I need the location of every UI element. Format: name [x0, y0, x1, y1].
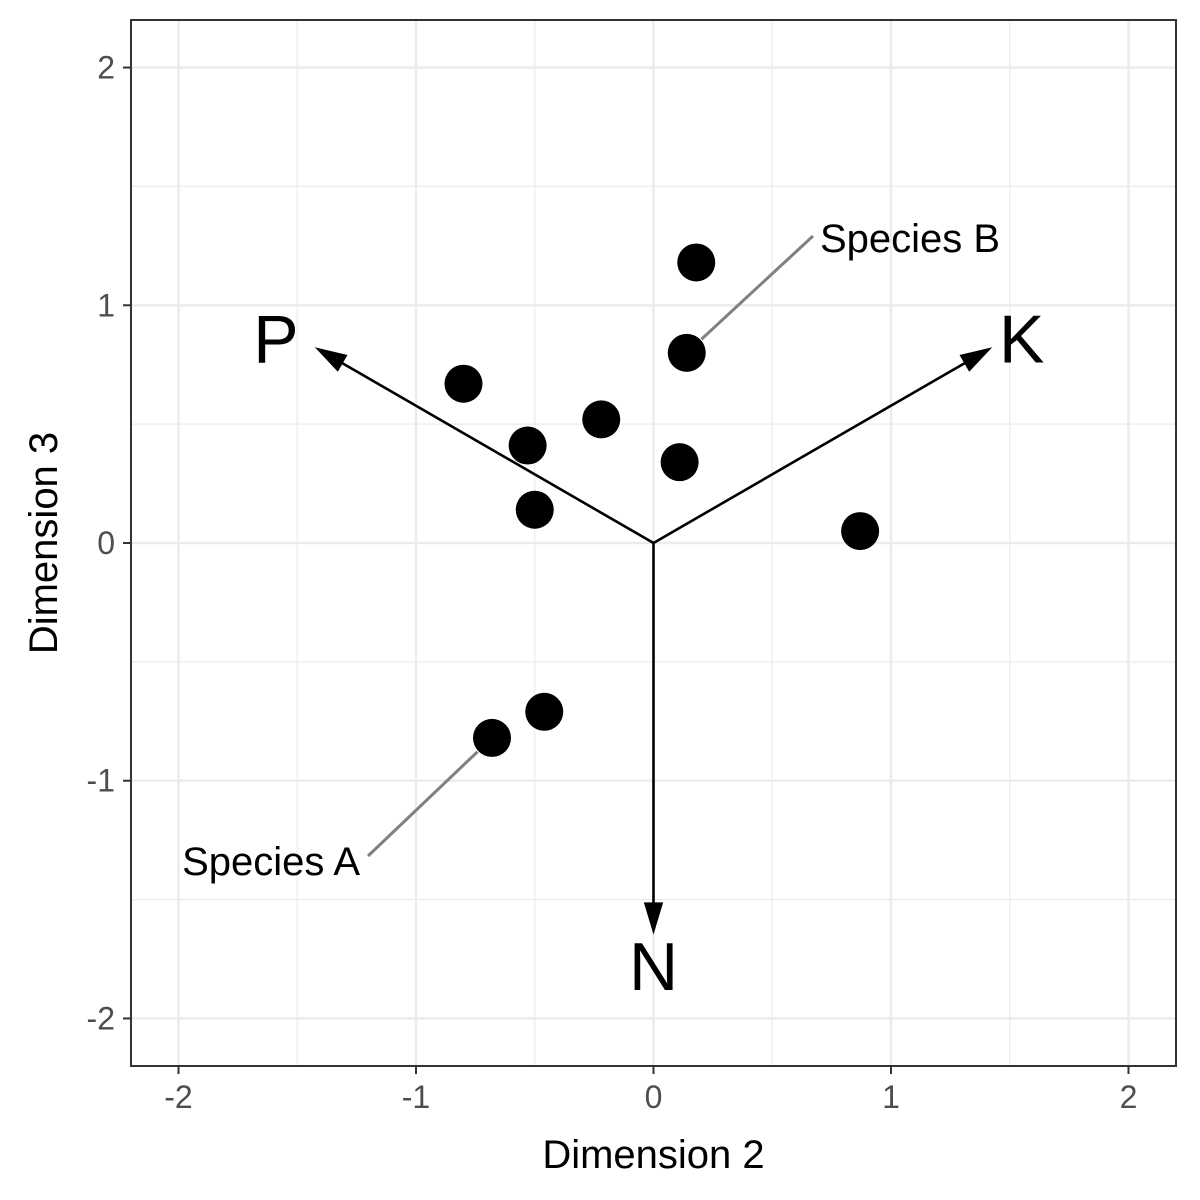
y-tick-label: 0: [97, 525, 115, 561]
y-tick-label: 1: [97, 287, 115, 323]
data-point: [677, 243, 716, 282]
data-point: [444, 364, 483, 403]
vector-p-label: P: [253, 302, 298, 378]
annotation-leader-line: [366, 750, 479, 858]
y-tick-label: -1: [87, 763, 115, 799]
data-point: [473, 718, 511, 757]
vector-k-label: K: [999, 302, 1044, 378]
data-point: [525, 692, 564, 731]
axis-ticks: -2 -1 0 1 2 -2 -1 0 1 2: [87, 50, 1138, 1115]
data-point: [582, 400, 621, 439]
data-point: [660, 443, 699, 482]
x-tick-label: 1: [882, 1079, 900, 1115]
x-axis-title: Dimension 2: [542, 1133, 764, 1177]
y-tick-label: 2: [97, 50, 115, 86]
data-point: [515, 490, 554, 529]
data-point: [508, 426, 547, 465]
x-tick-label: 0: [645, 1079, 663, 1115]
annotation-leader-line: [700, 234, 815, 341]
vector-k-arrowhead: [959, 347, 993, 372]
x-tick-label: -1: [402, 1079, 430, 1115]
biplot-vectors: P K N: [253, 302, 1044, 1006]
annotation-label: Species B: [820, 217, 1000, 261]
x-tick-label: 2: [1120, 1079, 1138, 1115]
vector-k-line: [652, 361, 966, 545]
vector-n-label: N: [629, 929, 678, 1005]
y-axis-title: Dimension 3: [22, 432, 66, 654]
vector-p-line: [341, 361, 655, 545]
data-points: [444, 243, 880, 757]
x-tick-label: -2: [164, 1079, 192, 1115]
data-point: [667, 333, 706, 372]
data-point: [841, 512, 880, 551]
vector-p-arrowhead: [314, 347, 348, 372]
annotations: Species A Species B: [182, 217, 1000, 884]
vector-n-arrowhead: [643, 902, 664, 935]
annotation-label: Species A: [182, 840, 360, 884]
y-tick-label: -2: [87, 1000, 115, 1036]
grid-lines: [131, 20, 1176, 1066]
